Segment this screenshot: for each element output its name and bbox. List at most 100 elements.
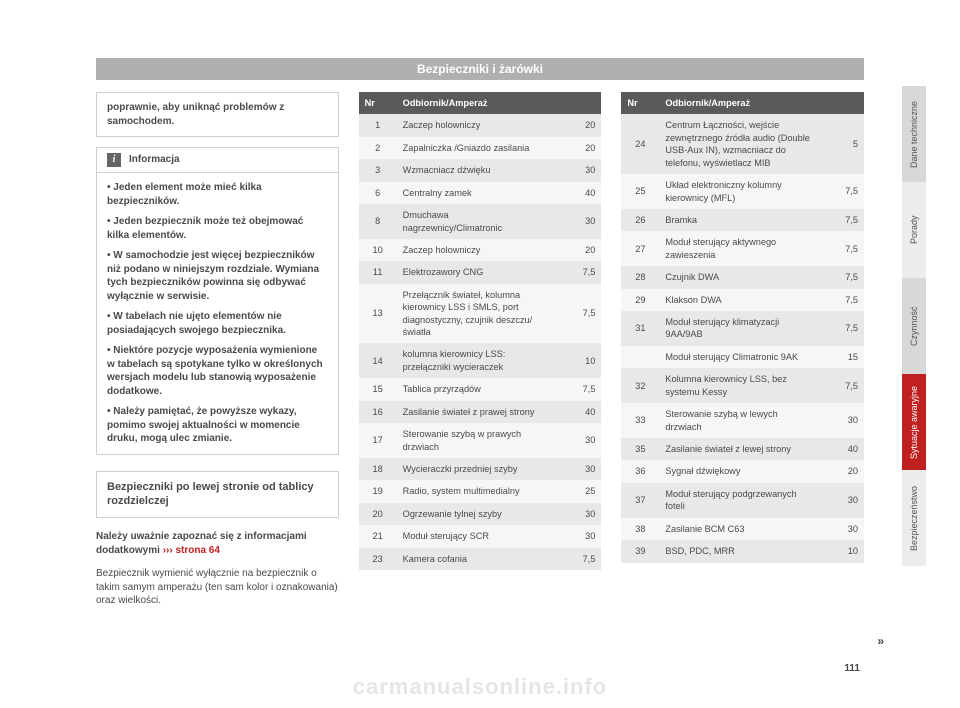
cell-nr: 18 [359,458,397,480]
cell-amp: 30 [553,503,601,525]
cell-nr: 27 [621,231,659,266]
cell-desc: Moduł sterujący SCR [397,525,554,547]
cell-desc: Kolumna kierownicy LSS, bez systemu Kess… [659,368,816,403]
table-row: 10Zaczep holowniczy20 [359,239,602,261]
cell-amp: 20 [553,114,601,136]
table-row: 27Moduł sterujący aktywnego zawieszenia7… [621,231,864,266]
cell-nr: 26 [621,209,659,231]
info-item: • Jeden bezpiecznik może też obejmować k… [107,215,328,242]
cell-nr [621,346,659,368]
info-box-header: i Informacja [96,147,339,172]
info-icon: i [107,153,121,167]
cell-amp: 20 [816,460,864,482]
cell-amp: 7,5 [553,378,601,400]
cell-desc: kolumna kierownicy LSS: przełączniki wyc… [397,343,554,378]
cell-nr: 14 [359,343,397,378]
cell-nr: 15 [359,378,397,400]
cell-desc: Zasilanie BCM C63 [659,518,816,540]
body-paragraph: Bezpiecznik wymienić wyłącznie na bezpie… [96,567,339,608]
cell-desc: Zasilanie świateł z prawej strony [397,401,554,423]
cell-desc: Wzmacniacz dźwięku [397,159,554,181]
cell-nr: 33 [621,403,659,438]
cell-nr: 1 [359,114,397,136]
cell-amp: 15 [816,346,864,368]
table-row: 29Klakson DWA7,5 [621,289,864,311]
fuse-table-right: Nr Odbiornik/Amperaż 24Centrum Łączności… [621,92,864,563]
cell-amp: 40 [553,182,601,204]
cell-amp: 30 [553,423,601,458]
cell-amp: 7,5 [816,174,864,209]
side-tab[interactable]: Porady [902,182,926,278]
cell-amp: 7,5 [816,209,864,231]
table-row: 39BSD, PDC, MRR10 [621,540,864,562]
cell-nr: 39 [621,540,659,562]
table-row: 13Przełącznik świateł, kolumna kierownic… [359,284,602,344]
cell-desc: Sterowanie szybą w prawych drzwiach [397,423,554,458]
table-row: 19Radio, system multimedialny25 [359,480,602,502]
th-receiver: Odbiornik/Amperaż [397,92,602,114]
table-row: 14kolumna kierownicy LSS: przełączniki w… [359,343,602,378]
cell-desc: Wycieraczki przedniej szyby [397,458,554,480]
cell-amp: 7,5 [816,231,864,266]
table-row: 2Zapalniczka /Gniazdo zasilania20 [359,137,602,159]
cell-nr: 36 [621,460,659,482]
info-box-body: • Jeden element może mieć kilka bezpiecz… [96,172,339,455]
lead-paragraph: Należy uważnie zapoznać się z informacja… [96,530,339,557]
cell-desc: Moduł sterujący Climatronic 9AK [659,346,816,368]
cell-desc: Ogrzewanie tylnej szyby [397,503,554,525]
cell-amp: 30 [553,159,601,181]
cell-desc: Centralny zamek [397,182,554,204]
table-row: 3Wzmacniacz dźwięku30 [359,159,602,181]
info-label: Informacja [129,153,180,167]
cell-amp: 30 [816,403,864,438]
cell-nr: 6 [359,182,397,204]
cell-desc: Zaczep holowniczy [397,239,554,261]
content-area: poprawnie, aby uniknąć problemów z samoc… [96,92,864,652]
cell-desc: Dmuchawa nagrzewnicy/Climatronic [397,204,554,239]
cell-desc: Moduł sterujący klimatyzacji 9AA/9AB [659,311,816,346]
cell-amp: 30 [553,204,601,239]
table-row: 37Moduł sterujący podgrzewanych foteli30 [621,483,864,518]
column-left: poprawnie, aby uniknąć problemów z samoc… [96,92,339,652]
column-middle: Nr Odbiornik/Amperaż 1Zaczep holowniczy2… [359,92,602,652]
cell-nr: 3 [359,159,397,181]
cell-amp: 40 [553,401,601,423]
table-row: 35Zasilanie świateł z lewej strony40 [621,438,864,460]
cell-amp: 7,5 [816,368,864,403]
cell-desc: Czujnik DWA [659,266,816,288]
table-row: 36Sygnał dźwiękowy20 [621,460,864,482]
side-tab[interactable]: Dane techniczne [902,86,926,182]
cell-nr: 20 [359,503,397,525]
cell-amp: 7,5 [816,311,864,346]
cell-desc: Centrum Łączności, wejście zewnętrznego … [659,114,816,174]
side-tab[interactable]: Bezpieczeństwo [902,470,926,566]
page-ref-arrows: ››› [163,545,173,556]
table-row: 18Wycieraczki przedniej szyby30 [359,458,602,480]
table-row: 6Centralny zamek40 [359,182,602,204]
page-ref-link[interactable]: strona 64 [173,545,220,556]
cell-desc: BSD, PDC, MRR [659,540,816,562]
table-row: 26Bramka7,5 [621,209,864,231]
cell-amp: 7,5 [553,548,601,570]
side-tab[interactable]: Czynność [902,278,926,374]
cell-nr: 13 [359,284,397,344]
cell-amp: 30 [553,525,601,547]
table-row: 23Kamera cofania7,5 [359,548,602,570]
table-row: 33Sterowanie szybą w lewych drzwiach30 [621,403,864,438]
cell-desc: Zaczep holowniczy [397,114,554,136]
cell-desc: Moduł sterujący aktywnego zawieszenia [659,231,816,266]
table-row: 31Moduł sterujący klimatyzacji 9AA/9AB7,… [621,311,864,346]
column-right: Nr Odbiornik/Amperaż 24Centrum Łączności… [621,92,864,652]
cell-desc: Zapalniczka /Gniazdo zasilania [397,137,554,159]
cell-amp: 5 [816,114,864,174]
table-row: 16Zasilanie świateł z prawej strony40 [359,401,602,423]
cell-nr: 37 [621,483,659,518]
info-item: • Należy pamiętać, że powyższe wykazy, p… [107,405,328,446]
table-row: 38Zasilanie BCM C6330 [621,518,864,540]
table-row: 24Centrum Łączności, wejście zewnętrzneg… [621,114,864,174]
info-item: • Jeden element może mieć kilka bezpiecz… [107,181,328,208]
cell-amp: 20 [553,239,601,261]
side-tab[interactable]: Sytuacje awaryjne [902,374,926,470]
th-receiver: Odbiornik/Amperaż [659,92,864,114]
cell-amp: 25 [553,480,601,502]
